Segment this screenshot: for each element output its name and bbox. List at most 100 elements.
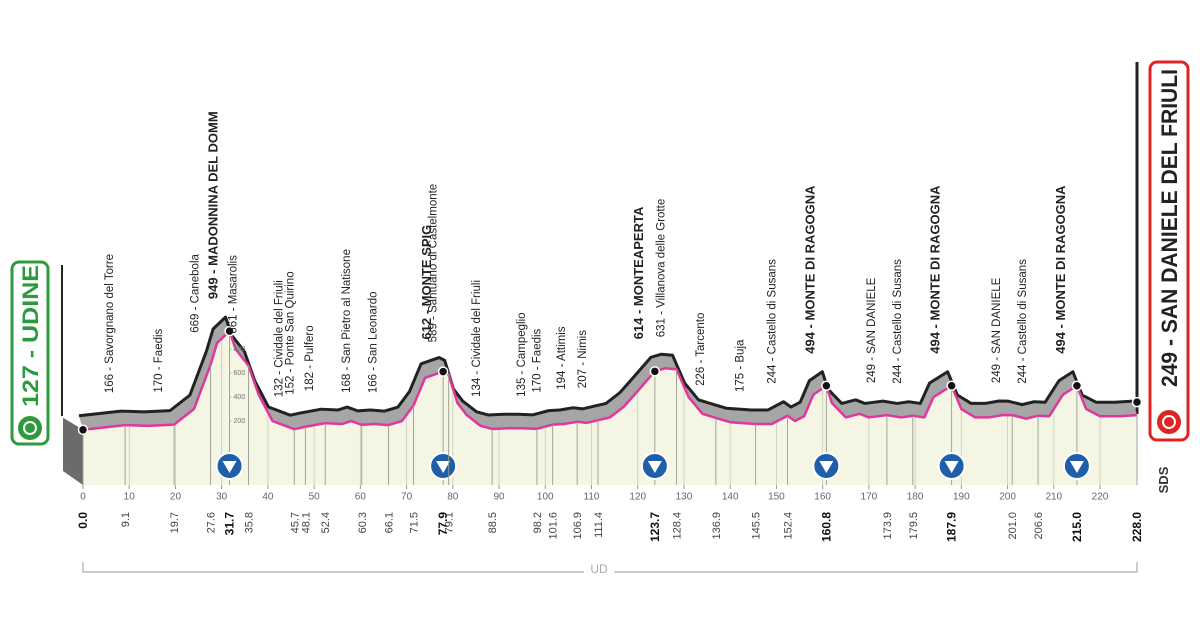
x-tick-label: 160 (814, 492, 831, 503)
x-tick-label: 190 (953, 492, 970, 503)
x-tick-label: 40 (262, 492, 274, 503)
waypoint-label: 152 - Ponte San Quirino (284, 271, 296, 394)
waypoint-label: 132 - Cividale del Friuli (273, 280, 285, 397)
waypoint-km-label: 0.0 (76, 512, 90, 529)
kom-point (224, 325, 235, 337)
x-tick-label: 140 (722, 492, 739, 503)
y-tick-label: 800 (234, 346, 246, 353)
waypoint-km-label: 48.1 (300, 512, 312, 533)
x-tick-label: 60 (355, 492, 367, 503)
x-tick-label: 120 (629, 492, 646, 503)
waypoint-label: 494 - MONTE DI RAGOGNA (928, 185, 943, 354)
waypoint-label: 170 - Faedis (532, 328, 544, 392)
waypoint-km-label: 71.5 (409, 512, 421, 533)
waypoint-km-label: 206.6 (1033, 512, 1045, 540)
waypoint-km-label: 128.4 (672, 512, 684, 540)
waypoint-km-label: 27.6 (206, 512, 218, 533)
start-point (77, 424, 89, 436)
x-tick-label: 150 (768, 492, 785, 503)
profile-top-edge (78, 315, 1134, 418)
kom-point (649, 366, 661, 377)
waypoint-km-label: 145.5 (751, 512, 763, 540)
x-tick-label: 220 (1092, 492, 1109, 503)
waypoint-label: 249 - SAN DANIELE (991, 277, 1003, 383)
waypoint-km-label: 136.9 (711, 512, 723, 540)
kom-marker-icon (222, 461, 237, 473)
waypoint-km-label: 111.4 (593, 512, 605, 538)
x-tick-label: 30 (216, 492, 228, 503)
waypoint-label: 194 - Attimis (556, 326, 568, 390)
waypoint-km-label: 45.7 (289, 512, 301, 533)
waypoint-km-label: 173.9 (882, 512, 894, 540)
waypoint-label: 135 - Campeglio (516, 312, 528, 396)
x-tick-label: 50 (309, 492, 321, 503)
waypoint-label: 249 - SAN DANIELE (866, 277, 878, 383)
kom-marker-icon (436, 461, 451, 473)
waypoint-label: 661 - Masarolis (227, 255, 239, 334)
waypoint-label: 166 - Savorgnano del Torre (104, 254, 116, 393)
finish-icon-detail (1162, 415, 1176, 429)
kom-marker-icon (1069, 461, 1084, 473)
waypoint-label: 175 - Buja (735, 339, 747, 392)
waypoint-km-label: 31.7 (223, 512, 237, 536)
start-label: 127 - UDINE (18, 265, 43, 407)
waypoint-label: 170 - Faedis (153, 328, 165, 392)
start-icon-detail (23, 421, 37, 435)
waypoint-km-label: 9.1 (120, 512, 132, 527)
waypoint-label: 207 - Nimis (577, 330, 589, 388)
waypoint-km-label: 60.3 (357, 512, 369, 533)
kom-marker-icon (647, 461, 662, 473)
x-tick-label: 170 (861, 492, 878, 503)
waypoint-label: 612 - MONTE SPIG (419, 225, 434, 340)
kom-point (1071, 380, 1083, 391)
x-tick-label: 10 (124, 492, 136, 503)
x-tick-label: 70 (401, 492, 413, 503)
waypoint-label: 949 - MADONNINA DEL DOMM (206, 111, 221, 299)
y-tick-label: 400 (234, 394, 246, 401)
waypoint-label: 244 - Castello di Susans (767, 259, 779, 384)
waypoint-km-label: 215.0 (1070, 512, 1084, 542)
y-tick-label: 600 (234, 370, 246, 377)
waypoint-label: 166 - San Leonardo (368, 291, 380, 393)
waypoint-label: 134 - Cividale del Friuli (471, 280, 483, 397)
waypoint-label: 226 - Tarcento (695, 313, 707, 386)
y-tick-label: 200 (234, 418, 246, 425)
waypoint-label: 631 - Villanova delle Grotte (656, 199, 668, 338)
x-tick-label: 130 (676, 492, 693, 503)
waypoint-km-label: 123.7 (648, 512, 662, 542)
waypoint-label: 614 - MONTEAPERTA (631, 206, 646, 339)
profile-band (79, 317, 1137, 430)
waypoint-label: 669 - Canebola (190, 253, 202, 332)
logo: SDS (1156, 466, 1171, 493)
waypoint-km-label: 201.0 (1007, 512, 1019, 540)
x-tick-label: 200 (999, 492, 1016, 503)
province-label-bg (584, 560, 614, 580)
kom-marker-icon (944, 461, 959, 473)
profile-line (82, 329, 1138, 432)
x-tick-label: 80 (447, 492, 459, 503)
province-label: UD (590, 562, 608, 576)
waypoint-km-label: 101.6 (548, 512, 560, 540)
start-wall (63, 417, 83, 485)
kom-marker-icon (819, 461, 834, 473)
x-tick-label: 20 (170, 492, 182, 503)
kom-point (437, 366, 449, 377)
x-tick-label: 100 (537, 492, 554, 503)
waypoint-label: 182 - Pulfero (304, 325, 316, 391)
waypoint-label: 244 - Castello di Susans (892, 259, 904, 384)
x-tick-label: 210 (1045, 492, 1062, 503)
waypoint-km-label: 52.4 (320, 512, 332, 533)
waypoint-label: 168 - San Pietro al Natisone (341, 249, 353, 393)
kom-point (946, 380, 957, 391)
x-tick-label: 90 (493, 492, 505, 503)
waypoint-km-label: 88.5 (487, 512, 499, 533)
waypoint-km-label: 77.9 (436, 512, 450, 536)
finish-point (1131, 396, 1143, 408)
waypoint-km-label: 98.2 (532, 512, 544, 533)
waypoint-km-label: 66.1 (384, 512, 396, 533)
waypoint-km-label: 179.5 (908, 512, 920, 540)
waypoint-km-label: 35.8 (243, 512, 255, 533)
start-box (10, 260, 50, 446)
